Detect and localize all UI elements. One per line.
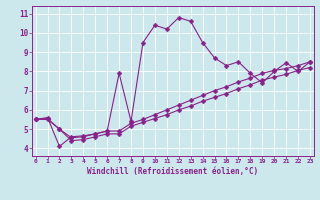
X-axis label: Windchill (Refroidissement éolien,°C): Windchill (Refroidissement éolien,°C) (87, 167, 258, 176)
